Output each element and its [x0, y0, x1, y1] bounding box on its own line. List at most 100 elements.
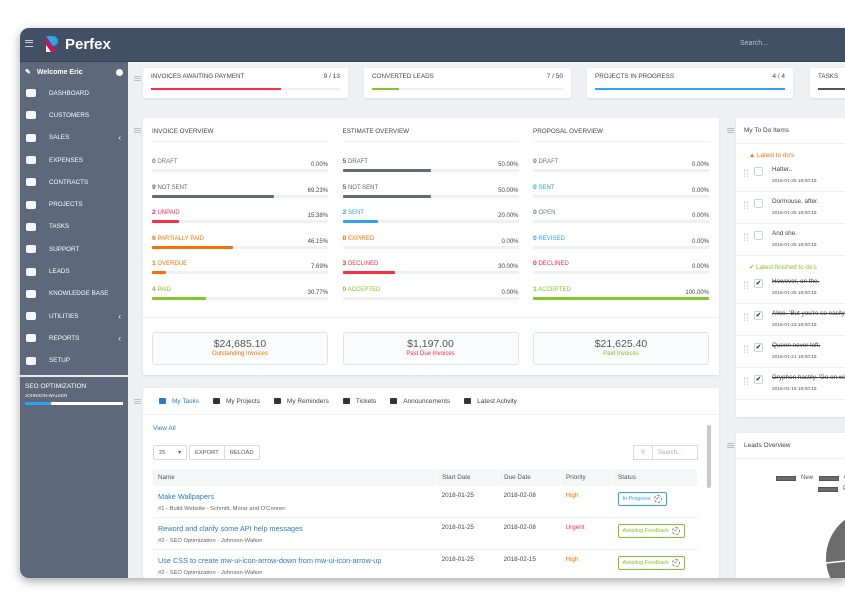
summary-card[interactable]: TASKS — [810, 68, 845, 98]
overview-row[interactable]: 3 DECLINED 30.00% — [342, 244, 519, 274]
summary-card[interactable]: PROJECTS IN PROGRESS 4 / 4 — [587, 68, 793, 98]
overview-row[interactable]: 0 DRAFT 0.00% — [152, 142, 328, 172]
overview-row[interactable]: 5 NOT SENT 50.00% — [342, 168, 519, 198]
check-circle-icon[interactable]: ✓ — [671, 558, 680, 567]
drag-handle-icon[interactable] — [744, 377, 748, 385]
todo-checkbox[interactable] — [754, 167, 763, 176]
check-circle-icon[interactable]: ✓ — [653, 495, 662, 503]
overview-row[interactable]: 9 NOT SENT 69.23% — [152, 168, 328, 198]
sidebar-item-setup[interactable]: SETUP — [20, 350, 128, 372]
sidebar-item-reports[interactable]: REPORTS ‹ — [20, 327, 128, 349]
check-circle-icon[interactable]: ✓ — [671, 527, 680, 535]
legend-item[interactable]: New — [776, 475, 813, 481]
overview-row[interactable]: 0 EXPIRED 0.00% — [342, 219, 519, 249]
sidebar-item-customers[interactable]: CUSTOMERS — [20, 104, 128, 126]
sidebar-item-sales[interactable]: SALES ‹ — [20, 127, 128, 149]
overview-row[interactable]: 2 SENT 20.00% — [342, 193, 519, 223]
task-link[interactable]: Make Wallpapers — [158, 492, 215, 501]
sidebar-item-leads[interactable]: LEADS — [20, 260, 128, 282]
status-count: 0 — [533, 234, 537, 242]
column-header-start-date[interactable]: Start Date — [436, 469, 500, 486]
todo-checkbox[interactable]: ✔ — [754, 279, 763, 288]
view-all-link[interactable]: View All — [153, 425, 176, 432]
summary-card[interactable]: INVOICES AWAITING PAYMENT 9 / 13 — [143, 68, 348, 98]
page-length-select[interactable]: 25 ▾ — [153, 445, 187, 460]
drag-handle-icon[interactable] — [727, 128, 734, 133]
drag-handle-icon[interactable] — [134, 128, 141, 133]
overview-row[interactable]: 1 ACCEPTED 100.00% — [533, 270, 709, 300]
sidebar-item-knowledge-base[interactable]: KNOWLEDGE BASE — [20, 283, 128, 305]
todo-checkbox[interactable]: ✔ — [754, 311, 763, 320]
overview-row[interactable]: 0 DECLINED 0.00% — [533, 244, 709, 274]
table-search-input[interactable]: Search... — [653, 445, 698, 460]
overview-row[interactable]: 2 UNPAID 15.38% — [152, 193, 328, 223]
overview-row[interactable]: 4 PAID 30.77% — [152, 270, 328, 300]
sidebar-item-support[interactable]: SUPPORT — [20, 238, 128, 260]
overview-row[interactable]: 0 OPEN 0.00% — [533, 193, 709, 223]
todo-checkbox[interactable] — [754, 231, 763, 240]
overview-row[interactable]: 5 DRAFT 50.00% — [342, 142, 519, 172]
pie-slice[interactable] — [826, 510, 845, 578]
chevron-left-icon: ‹ — [118, 311, 121, 321]
todo-checkbox[interactable]: ✔ — [754, 375, 763, 384]
drag-handle-icon[interactable] — [727, 443, 734, 448]
drag-handle-icon[interactable] — [134, 76, 141, 81]
drag-handle-icon[interactable] — [744, 345, 748, 353]
todo-date: 2018-01-25 18:00:15 — [772, 291, 817, 296]
status-badge[interactable]: In Progress ✓ — [617, 492, 667, 506]
overview-row[interactable]: 1 OVERDUE 7.69% — [152, 244, 328, 274]
overview-row[interactable]: 0 DRAFT 0.00% — [533, 142, 709, 172]
total-box[interactable]: $21,625.40 Paid Invoices — [533, 332, 709, 365]
column-header-status[interactable]: Status — [612, 469, 698, 486]
status-percent: 0.00% — [310, 162, 328, 168]
drag-handle-icon[interactable] — [744, 281, 748, 289]
tab-tickets[interactable]: Tickets — [342, 398, 376, 405]
tab-my-reminders[interactable]: My Reminders — [273, 398, 329, 405]
logout-icon[interactable] — [116, 68, 123, 76]
drag-handle-icon[interactable] — [744, 201, 748, 209]
overview-row[interactable]: 0 SENT 0.00% — [533, 168, 709, 198]
summary-card[interactable]: CONVERTED LEADS 7 / 50 — [364, 68, 571, 98]
total-box[interactable]: $1,197.00 Past Due Invoices — [342, 332, 519, 365]
drag-handle-icon[interactable] — [744, 233, 748, 241]
overview-row[interactable]: 0 REVISED 0.00% — [533, 219, 709, 249]
todo-checkbox[interactable] — [754, 199, 763, 208]
column-header-name[interactable]: Name — [153, 469, 438, 486]
overview-row[interactable]: 6 PARTIALLY PAID 46.15% — [152, 219, 328, 249]
tab-icon — [390, 398, 398, 404]
tab-my-tasks[interactable]: My Tasks — [159, 398, 199, 405]
sidebar-item-projects[interactable]: PROJECTS — [20, 193, 128, 215]
tab-my-projects[interactable]: My Projects — [212, 398, 260, 405]
drag-handle-icon[interactable] — [744, 169, 748, 177]
sidebar-item-contracts[interactable]: CONTRACTS — [20, 171, 128, 193]
tab-announcements[interactable]: Announcements — [390, 398, 450, 405]
welcome-user[interactable]: ✎ Welcome Eric — [20, 62, 128, 82]
menu-toggle-icon[interactable] — [25, 40, 33, 47]
column-header-priority[interactable]: Priority — [560, 469, 613, 486]
search-input[interactable]: Search... — [740, 40, 769, 47]
task-link[interactable]: Reword and clarify some API help message… — [158, 524, 303, 533]
drag-handle-icon[interactable] — [744, 313, 748, 321]
sidebar-project[interactable]: SEO OPTIMIZATION JOHNSON-WALKER — [20, 374, 128, 411]
status-percent: 69.23% — [307, 187, 328, 194]
legend-item[interactable]: Pr — [818, 486, 845, 492]
legend-item[interactable]: Co — [819, 475, 845, 481]
drag-handle-icon[interactable] — [134, 399, 141, 404]
cog-icon — [26, 356, 36, 365]
column-header-due-date[interactable]: Due Date — [498, 469, 562, 486]
export-button[interactable]: EXPORT — [189, 445, 225, 460]
status-badge[interactable]: Awaiting Feedback ✓ — [617, 555, 685, 570]
sidebar-item-utilities[interactable]: UTILITIES ‹ — [20, 305, 128, 327]
sidebar-item-tasks[interactable]: TASKS — [20, 216, 128, 238]
sidebar-item-dashboard[interactable]: DASHBOARD — [20, 82, 128, 104]
total-box[interactable]: $24,685.10 Outstanding Invoices — [152, 332, 328, 365]
tab-latest-activity[interactable]: Latest Activity — [464, 398, 517, 405]
sidebar-item-expenses[interactable]: EXPENSES — [20, 149, 128, 171]
status-name: SENT — [347, 210, 364, 216]
scrollbar[interactable] — [707, 425, 711, 488]
reload-button[interactable]: RELOAD — [224, 445, 260, 460]
task-link[interactable]: Use CSS to create mw-ui-icon-arrow-down … — [158, 555, 382, 565]
overview-row[interactable]: 0 ACCEPTED 0.00% — [342, 270, 519, 300]
todo-checkbox[interactable]: ✔ — [754, 343, 763, 352]
status-badge[interactable]: Awaiting Feedback ✓ — [617, 524, 685, 538]
